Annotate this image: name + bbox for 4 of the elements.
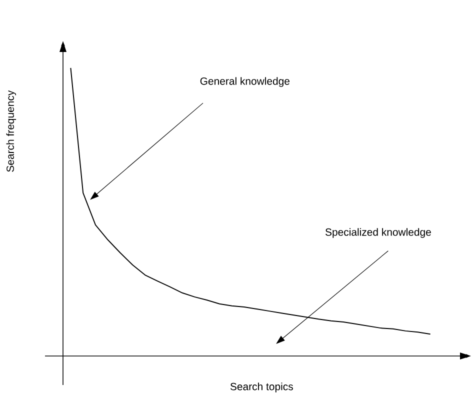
y-axis-title: Search frequency [6, 90, 16, 172]
x-axis-title: Search topics [230, 382, 293, 392]
annotation: Specialized knowledge [325, 228, 431, 238]
annotation: General knowledge [200, 77, 290, 87]
